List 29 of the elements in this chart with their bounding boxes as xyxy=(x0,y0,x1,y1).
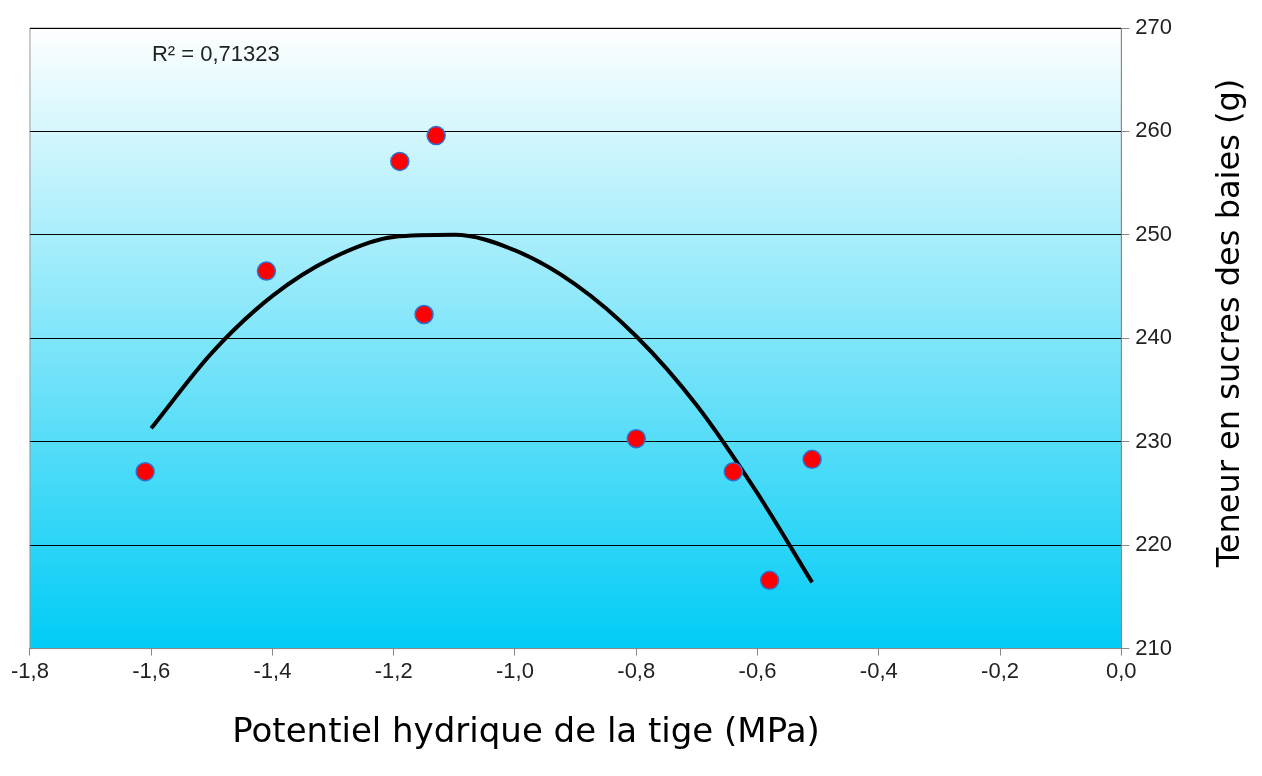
x-tick-label: 0,0 xyxy=(1106,657,1137,683)
point xyxy=(802,449,822,470)
x-axis-title: Potentiel hydrique de la tige (MPa) xyxy=(231,710,821,750)
y-tick-label: 240 xyxy=(1135,324,1173,350)
x-tick-label: -0,8 xyxy=(617,657,656,683)
y-tick-label: 250 xyxy=(1135,220,1173,246)
y-tick-label: 260 xyxy=(1135,117,1173,143)
x-tick-label: -1,2 xyxy=(374,657,413,683)
x-tick-label: -0,6 xyxy=(738,657,777,683)
point xyxy=(723,461,744,482)
x-tick-label: -0,4 xyxy=(859,657,898,683)
y-tick-label: 230 xyxy=(1135,427,1173,453)
y-tick-label: 270 xyxy=(1135,14,1173,40)
x-tick-label: -1,0 xyxy=(496,657,534,683)
annotation: R² = 0,71323 xyxy=(151,41,280,67)
point xyxy=(626,428,646,449)
point xyxy=(256,261,277,281)
y-tick-label: 220 xyxy=(1135,531,1173,557)
point xyxy=(390,151,410,172)
y-tick-label: 210 xyxy=(1135,634,1173,660)
x-tick-label: -1,8 xyxy=(10,657,49,683)
point xyxy=(414,304,434,325)
x-tick-label: -1,6 xyxy=(132,657,171,683)
point xyxy=(426,125,446,146)
point xyxy=(135,461,155,482)
x-tick-label: -0,2 xyxy=(981,657,1019,683)
point xyxy=(759,570,780,591)
y-axis-title: Teneur en sucres des baies (g) xyxy=(1209,78,1247,568)
x-tick-label: -1,4 xyxy=(253,657,292,683)
